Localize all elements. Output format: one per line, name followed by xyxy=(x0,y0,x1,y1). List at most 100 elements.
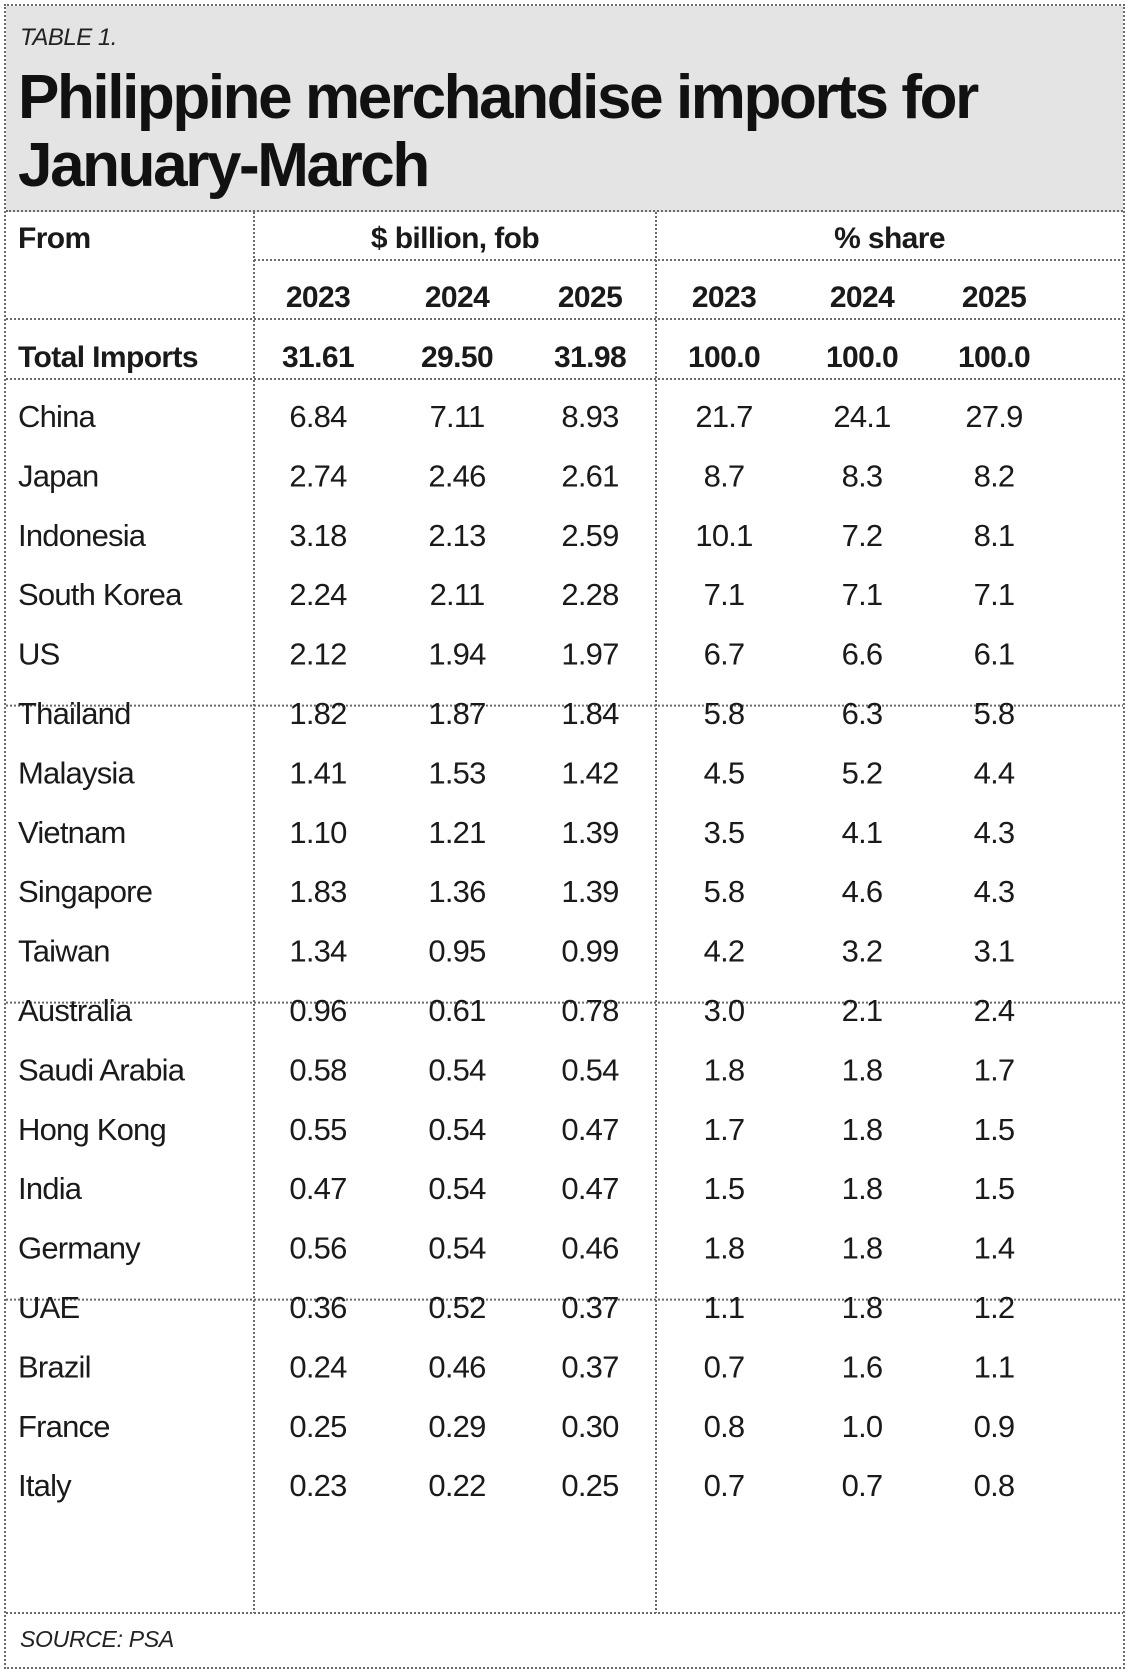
table-cell: 0.24 xyxy=(289,1349,347,1384)
table-cell: 5.8 xyxy=(704,696,745,731)
country-label: Thailand xyxy=(18,696,131,731)
table-cell: 1.1 xyxy=(974,1349,1015,1384)
table-cell: 0.54 xyxy=(428,1112,486,1147)
table-cell: 1.8 xyxy=(842,1171,883,1206)
total-value: 100.0 xyxy=(688,341,760,374)
country-label: Vietnam xyxy=(18,815,126,850)
table-cell: 8.7 xyxy=(704,458,745,493)
table-cell: 0.29 xyxy=(428,1409,485,1444)
country-label: Singapore xyxy=(18,874,152,909)
table-cell: 7.1 xyxy=(704,577,745,612)
table-cell: 4.5 xyxy=(704,755,745,790)
table-cell: 7.2 xyxy=(842,518,883,553)
table-cell: 1.36 xyxy=(428,874,485,909)
year-header: 2025 xyxy=(962,281,1026,314)
country-label: US xyxy=(18,637,60,672)
table-cell: 0.36 xyxy=(289,1290,346,1325)
table-cell: 5.2 xyxy=(842,755,883,790)
table-cell: 4.4 xyxy=(974,755,1015,790)
table-cell: 24.1 xyxy=(833,399,890,434)
table-cell: 1.8 xyxy=(842,1052,883,1087)
country-label: Hong Kong xyxy=(18,1112,166,1147)
country-label: South Korea xyxy=(18,577,183,612)
table-cell: 6.84 xyxy=(289,399,347,434)
table-cell: 5.8 xyxy=(704,874,745,909)
table-cell: 1.83 xyxy=(289,874,346,909)
table-cell: 27.9 xyxy=(965,399,1022,434)
table-cell: 2.28 xyxy=(561,577,618,612)
country-label: UAE xyxy=(18,1290,79,1325)
country-label: Malaysia xyxy=(18,755,135,790)
table-cell: 0.8 xyxy=(974,1468,1015,1503)
table-cell: 0.46 xyxy=(561,1231,618,1266)
table-cell: 1.2 xyxy=(974,1290,1015,1325)
table-cell: 1.7 xyxy=(974,1052,1015,1087)
table-cell: 0.46 xyxy=(428,1349,485,1384)
country-label: Saudi Arabia xyxy=(18,1052,186,1087)
table-cell: 3.2 xyxy=(842,934,883,969)
table-cell: 1.8 xyxy=(842,1231,883,1266)
table-cell: 6.6 xyxy=(842,637,883,672)
table-cell: 1.97 xyxy=(561,637,618,672)
total-value: 29.50 xyxy=(421,341,493,374)
table-cell: 0.96 xyxy=(289,993,346,1028)
table-cell: 4.3 xyxy=(974,815,1015,850)
table-frame: TABLE 1. Philippine merchandise imports … xyxy=(4,4,1125,1669)
year-header: 2024 xyxy=(425,281,490,314)
country-label: India xyxy=(18,1171,83,1206)
table-cell: 1.82 xyxy=(289,696,346,731)
table-cell: 1.39 xyxy=(561,815,618,850)
country-label: Italy xyxy=(18,1468,72,1503)
table-cell: 3.5 xyxy=(704,815,745,850)
table-label: TABLE 1. xyxy=(20,24,117,51)
table-cell: 0.7 xyxy=(842,1468,883,1503)
table-cell: 0.9 xyxy=(974,1409,1015,1444)
table-cell: 4.6 xyxy=(842,874,883,909)
table-cell: 6.7 xyxy=(704,637,745,672)
country-label: Indonesia xyxy=(18,518,147,553)
year-header: 2024 xyxy=(830,281,895,314)
table-cell: 2.4 xyxy=(974,993,1015,1028)
table-cell: 0.7 xyxy=(704,1468,745,1503)
country-label: China xyxy=(18,399,97,434)
table-cell: 0.54 xyxy=(428,1052,486,1087)
title-band: TABLE 1. Philippine merchandise imports … xyxy=(6,6,1123,212)
table-cell: 0.30 xyxy=(561,1409,619,1444)
table-cell: 0.61 xyxy=(428,993,485,1028)
table-cell: 1.87 xyxy=(428,696,485,731)
total-value: 31.98 xyxy=(554,341,626,374)
table-cell: 0.47 xyxy=(561,1171,618,1206)
table-cell: 0.7 xyxy=(704,1349,745,1384)
table-cell: 0.54 xyxy=(428,1231,486,1266)
table-title: Philippine merchandise imports for Janua… xyxy=(18,63,979,200)
table-cell: 2.24 xyxy=(289,577,347,612)
table-cell: 0.47 xyxy=(561,1112,618,1147)
table-cell: 0.52 xyxy=(428,1290,485,1325)
table-cell: 3.0 xyxy=(704,993,745,1028)
country-label: Germany xyxy=(18,1231,141,1266)
table-cell: 8.2 xyxy=(974,458,1015,493)
group-header-share: % share xyxy=(834,222,945,255)
country-label: Taiwan xyxy=(18,934,110,969)
table-cell: 8.1 xyxy=(974,518,1015,553)
table-cell: 2.13 xyxy=(428,518,485,553)
table-cell: 1.5 xyxy=(704,1171,745,1206)
table-cell: 1.21 xyxy=(428,815,485,850)
table-cell: 0.8 xyxy=(704,1409,745,1444)
source-note: SOURCE: PSA xyxy=(20,1626,174,1652)
table-cell: 3.18 xyxy=(289,518,346,553)
table-cell: 6.3 xyxy=(842,696,883,731)
table-cell: 4.2 xyxy=(704,934,745,969)
table-cell: 5.8 xyxy=(974,696,1015,731)
table-cell: 2.59 xyxy=(561,518,618,553)
table-cell: 3.1 xyxy=(974,934,1015,969)
table-cell: 1.6 xyxy=(842,1349,883,1384)
year-header: 2023 xyxy=(286,281,350,314)
table-cell: 8.3 xyxy=(842,458,883,493)
country-label: Brazil xyxy=(18,1349,91,1384)
table-cell: 0.25 xyxy=(561,1468,618,1503)
table-cell: 0.54 xyxy=(561,1052,619,1087)
table-cell: 1.1 xyxy=(704,1290,745,1325)
table-cell: 1.94 xyxy=(428,637,486,672)
table-cell: 21.7 xyxy=(695,399,752,434)
